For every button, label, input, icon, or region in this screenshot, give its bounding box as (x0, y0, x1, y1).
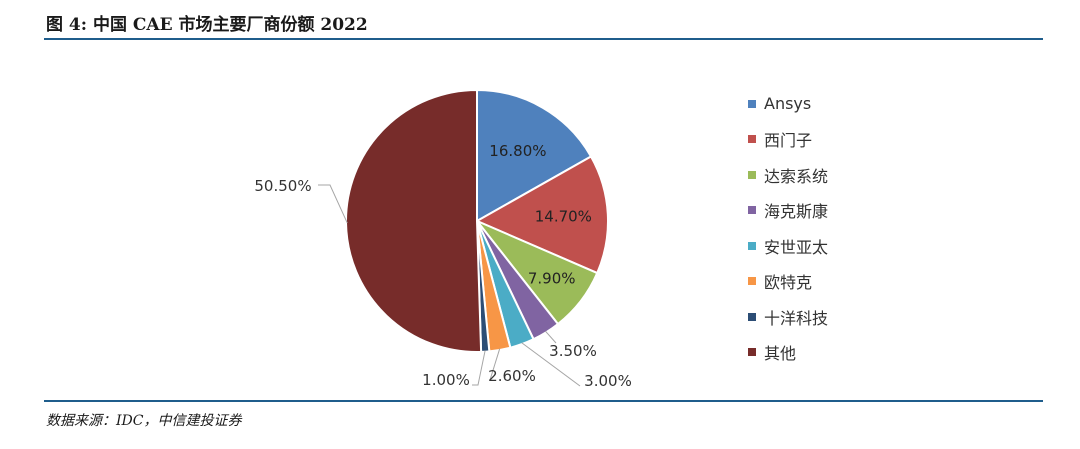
legend-label: 十洋科技 (764, 308, 829, 328)
legend-item-2: 西门子 (748, 122, 828, 158)
legend-label: 欧特克 (764, 273, 813, 293)
data-label-8: 50.50% (254, 177, 311, 195)
legend-label: 西门子 (764, 131, 813, 151)
legend-swatch (748, 348, 756, 357)
leader-line-5 (521, 342, 581, 387)
source-note: 数据来源：IDC，中信建投证券 (46, 413, 242, 429)
legend-swatch (748, 277, 756, 286)
data-label-6: 2.60% (488, 367, 536, 385)
legend-item-8: 其他 (748, 335, 828, 371)
legend-label: 达索系统 (764, 166, 829, 186)
legend-swatch (748, 170, 756, 179)
legend-swatch (748, 241, 756, 250)
legend-label: 海克斯康 (764, 202, 829, 222)
pie-slice-1 (476, 88, 593, 223)
bottom-rule (44, 400, 1043, 402)
chart-legend: Ansys 西门子达索系统海克斯康安世亚太欧特克十洋科技其他 (748, 86, 828, 370)
data-label-3: 7.90% (528, 270, 576, 288)
leader-line-8 (318, 184, 348, 224)
legend-item-6: 欧特克 (748, 264, 828, 300)
legend-swatch (748, 206, 756, 215)
data-label-5: 3.00% (584, 372, 632, 390)
legend-item-7: 十洋科技 (748, 299, 828, 335)
leader-line-6 (489, 348, 501, 381)
leader-line-7 (472, 350, 486, 386)
legend-item-5: 安世亚太 (748, 228, 828, 264)
data-label-1: 16.80% (489, 142, 546, 160)
legend-label: Ansys (764, 94, 812, 114)
legend-item-3: 达索系统 (748, 157, 828, 193)
legend-swatch (748, 99, 756, 108)
pie-slice-2 (474, 155, 609, 275)
legend-swatch (748, 312, 756, 321)
top-rule (44, 38, 1043, 40)
figure-title: 图 4: 中国 CAE 市场主要厂商份额 2022 (46, 15, 368, 35)
legend-label: 其他 (764, 344, 797, 364)
legend-swatch (748, 135, 756, 144)
legend-item-4: 海克斯康 (748, 193, 828, 229)
pie-slice-8 (345, 88, 483, 353)
legend-label: 安世亚太 (764, 237, 829, 257)
data-label-4: 3.50% (549, 342, 597, 360)
leader-line-4 (545, 330, 557, 344)
data-label-7: 1.00% (422, 371, 470, 389)
data-label-2: 14.70% (535, 207, 592, 225)
legend-item-1: Ansys (748, 86, 828, 122)
